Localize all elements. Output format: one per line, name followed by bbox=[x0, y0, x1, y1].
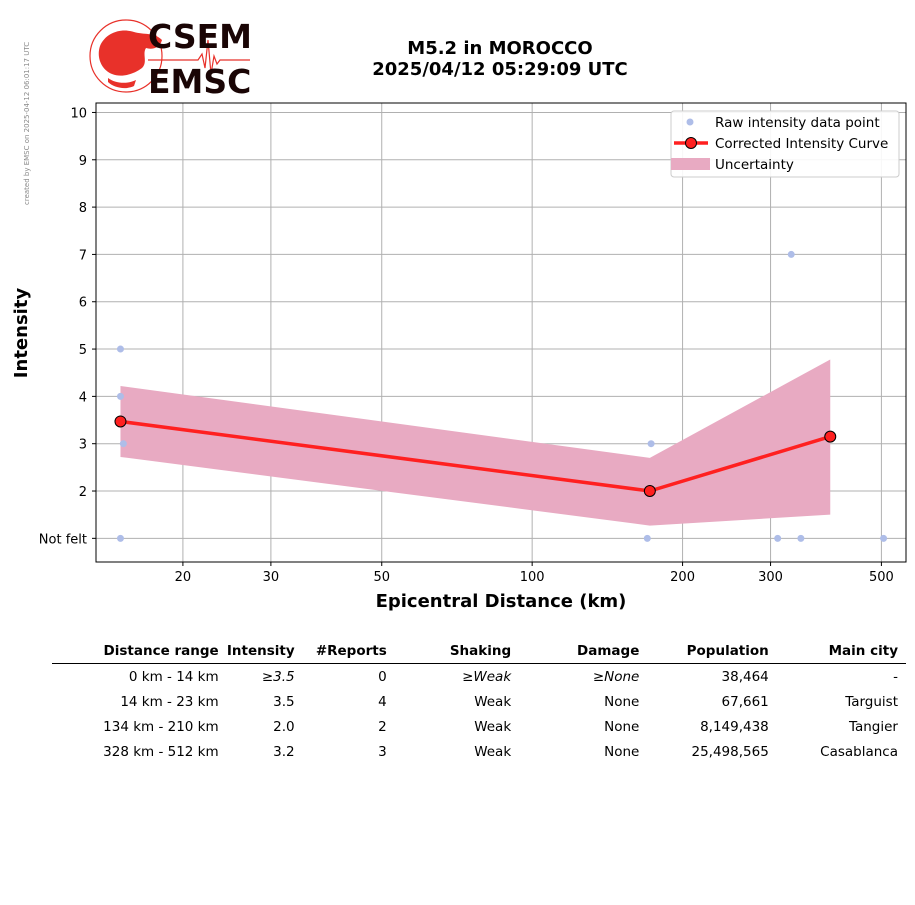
legend-raw-label: Raw intensity data point bbox=[715, 115, 880, 131]
logo-text-csem: CSEM bbox=[148, 18, 252, 56]
x-tick-label: 300 bbox=[758, 570, 783, 585]
y-tick-label: 5 bbox=[79, 343, 87, 358]
y-tick-label: 8 bbox=[79, 201, 87, 216]
table-cell: 67,661 bbox=[721, 693, 769, 710]
intensity-chart: 20 30 50 100 200 300 500 Not felt 2 3 4 5 6 7 8 9 10 Epi… bbox=[11, 102, 907, 612]
table-cell: 4 bbox=[378, 693, 387, 710]
table-cell: 14 km - 23 km bbox=[120, 693, 219, 710]
title-line-1: M5.2 in MOROCCO bbox=[407, 38, 593, 59]
legend-raw-marker bbox=[686, 118, 694, 126]
table-row: 0 km - 14 km ≥3.5 0 ≥Weak ≥None 38,464 - bbox=[52, 664, 906, 690]
legend-band-swatch bbox=[671, 158, 710, 170]
logo-text-emsc: EMSC bbox=[148, 62, 251, 100]
table-row: 328 km - 512 km 3.2 3 Weak None 25,498,565 Cas… bbox=[52, 739, 906, 764]
logo-globe bbox=[89, 19, 163, 93]
intensity-table: Distance range Intensity #Reports Shaking Da… bbox=[52, 640, 906, 764]
raw-intensity-point bbox=[643, 534, 651, 542]
corrected-curve-layer bbox=[114, 415, 837, 498]
raw-intensity-point bbox=[787, 250, 795, 258]
table-cell: 3 bbox=[378, 743, 387, 760]
legend-box bbox=[670, 110, 900, 178]
table-cell: Casablanca bbox=[820, 743, 898, 760]
table-cell: 3.5 bbox=[273, 693, 295, 710]
legend-band-label: Uncertainty bbox=[715, 157, 794, 173]
table-cell: - bbox=[893, 668, 898, 685]
table-cell: 0 km - 14 km bbox=[128, 668, 219, 685]
table-cell: 134 km - 210 km bbox=[103, 718, 219, 735]
logo-map bbox=[98, 30, 162, 76]
logo-map-detail bbox=[108, 78, 136, 89]
plot-frame bbox=[95, 102, 907, 563]
y-tick-label: 4 bbox=[79, 390, 87, 405]
raw-intensity-point bbox=[880, 534, 888, 542]
table-header-3: Shaking bbox=[394, 640, 520, 664]
y-axis-label: Intensity bbox=[11, 288, 32, 379]
table-row: 14 km - 23 km 3.5 4 Weak None 67,661 Targuist bbox=[52, 689, 906, 714]
csem-emsc-logo: CSEM EMSC bbox=[89, 18, 252, 100]
table-cell: 25,498,565 bbox=[691, 743, 769, 760]
x-tick-label: 30 bbox=[263, 570, 280, 585]
table-cell: None bbox=[604, 693, 640, 710]
raw-intensity-point bbox=[797, 534, 805, 542]
chart-title: M5.2 in MOROCCO 2025/04/12 05:29:09 UTC bbox=[300, 38, 700, 80]
axis-ticks: 20 30 50 100 200 300 500 Not felt 2 3 4 5 6 7 8 9 10 bbox=[39, 106, 894, 585]
x-tick-label: 100 bbox=[520, 570, 545, 585]
corrected-intensity-point bbox=[114, 415, 127, 428]
table-cell: 2 bbox=[378, 718, 387, 735]
x-tick-label: 200 bbox=[670, 570, 695, 585]
table-header-row: Distance range Intensity #Reports Shaking Da… bbox=[52, 640, 906, 664]
raw-intensity-point bbox=[774, 534, 782, 542]
legend-curve-label: Corrected Intensity Curve bbox=[715, 136, 888, 152]
table-cell: 3.2 bbox=[273, 743, 295, 760]
table-cell: Weak bbox=[474, 743, 512, 760]
table-cell: 38,464 bbox=[721, 668, 769, 685]
table-cell: 328 km - 512 km bbox=[103, 743, 219, 760]
raw-intensity-point bbox=[119, 440, 127, 448]
table-cell: Tangier bbox=[848, 718, 898, 735]
title-line-2: 2025/04/12 05:29:09 UTC bbox=[372, 59, 628, 80]
table-cell: None bbox=[604, 743, 640, 760]
table-cell: ≥None bbox=[592, 668, 640, 685]
y-tick-label: 6 bbox=[79, 296, 87, 311]
y-tick-label: 9 bbox=[79, 154, 87, 169]
table-header-0: Distance range bbox=[52, 640, 227, 664]
table-cell: 0 bbox=[378, 668, 387, 685]
x-tick-label: 50 bbox=[373, 570, 390, 585]
x-tick-label: 20 bbox=[175, 570, 192, 585]
raw-intensity-point bbox=[116, 392, 124, 400]
table-header-1: Intensity bbox=[226, 640, 303, 664]
y-tick-label: 2 bbox=[79, 485, 87, 500]
table-cell: 8,149,438 bbox=[700, 718, 769, 735]
legend-curve-marker bbox=[685, 137, 697, 149]
table-row: 134 km - 210 km 2.0 2 Weak None 8,149,438 Tang… bbox=[52, 714, 906, 739]
uncertainty-band-layer bbox=[120, 359, 831, 526]
table-cell: ≥Weak bbox=[462, 668, 512, 685]
table-cell: 2.0 bbox=[273, 718, 295, 735]
table-cell: Targuist bbox=[845, 693, 898, 710]
y-tick-label: 7 bbox=[79, 248, 87, 263]
y-tick-label: 10 bbox=[70, 106, 87, 121]
x-axis-label: Epicentral Distance (km) bbox=[376, 591, 627, 612]
table-cell: None bbox=[604, 718, 640, 735]
table-header-5: Population bbox=[647, 640, 777, 664]
table-cell: Weak bbox=[474, 693, 512, 710]
logo-seismogram bbox=[148, 39, 250, 75]
corrected-intensity-point bbox=[643, 485, 656, 498]
table-header-4: Damage bbox=[519, 640, 648, 664]
raw-intensity-point bbox=[116, 345, 124, 353]
uncertainty-band bbox=[120, 359, 831, 526]
y-tick-label: Not felt bbox=[39, 532, 87, 547]
raw-intensity-point bbox=[647, 440, 655, 448]
table-cell: ≥3.5 bbox=[261, 668, 295, 685]
x-tick-label: 500 bbox=[869, 570, 894, 585]
corrected-intensity-point bbox=[824, 430, 837, 443]
table-header-2: #Reports bbox=[302, 640, 395, 664]
chart-legend: Raw intensity data point Corrected Inten… bbox=[670, 110, 900, 178]
y-tick-label: 3 bbox=[79, 438, 87, 453]
table-cell: Weak bbox=[474, 718, 512, 735]
raw-intensity-point bbox=[116, 534, 124, 542]
table-header-6: Main city bbox=[776, 640, 906, 664]
raw-points-layer bbox=[116, 250, 888, 542]
